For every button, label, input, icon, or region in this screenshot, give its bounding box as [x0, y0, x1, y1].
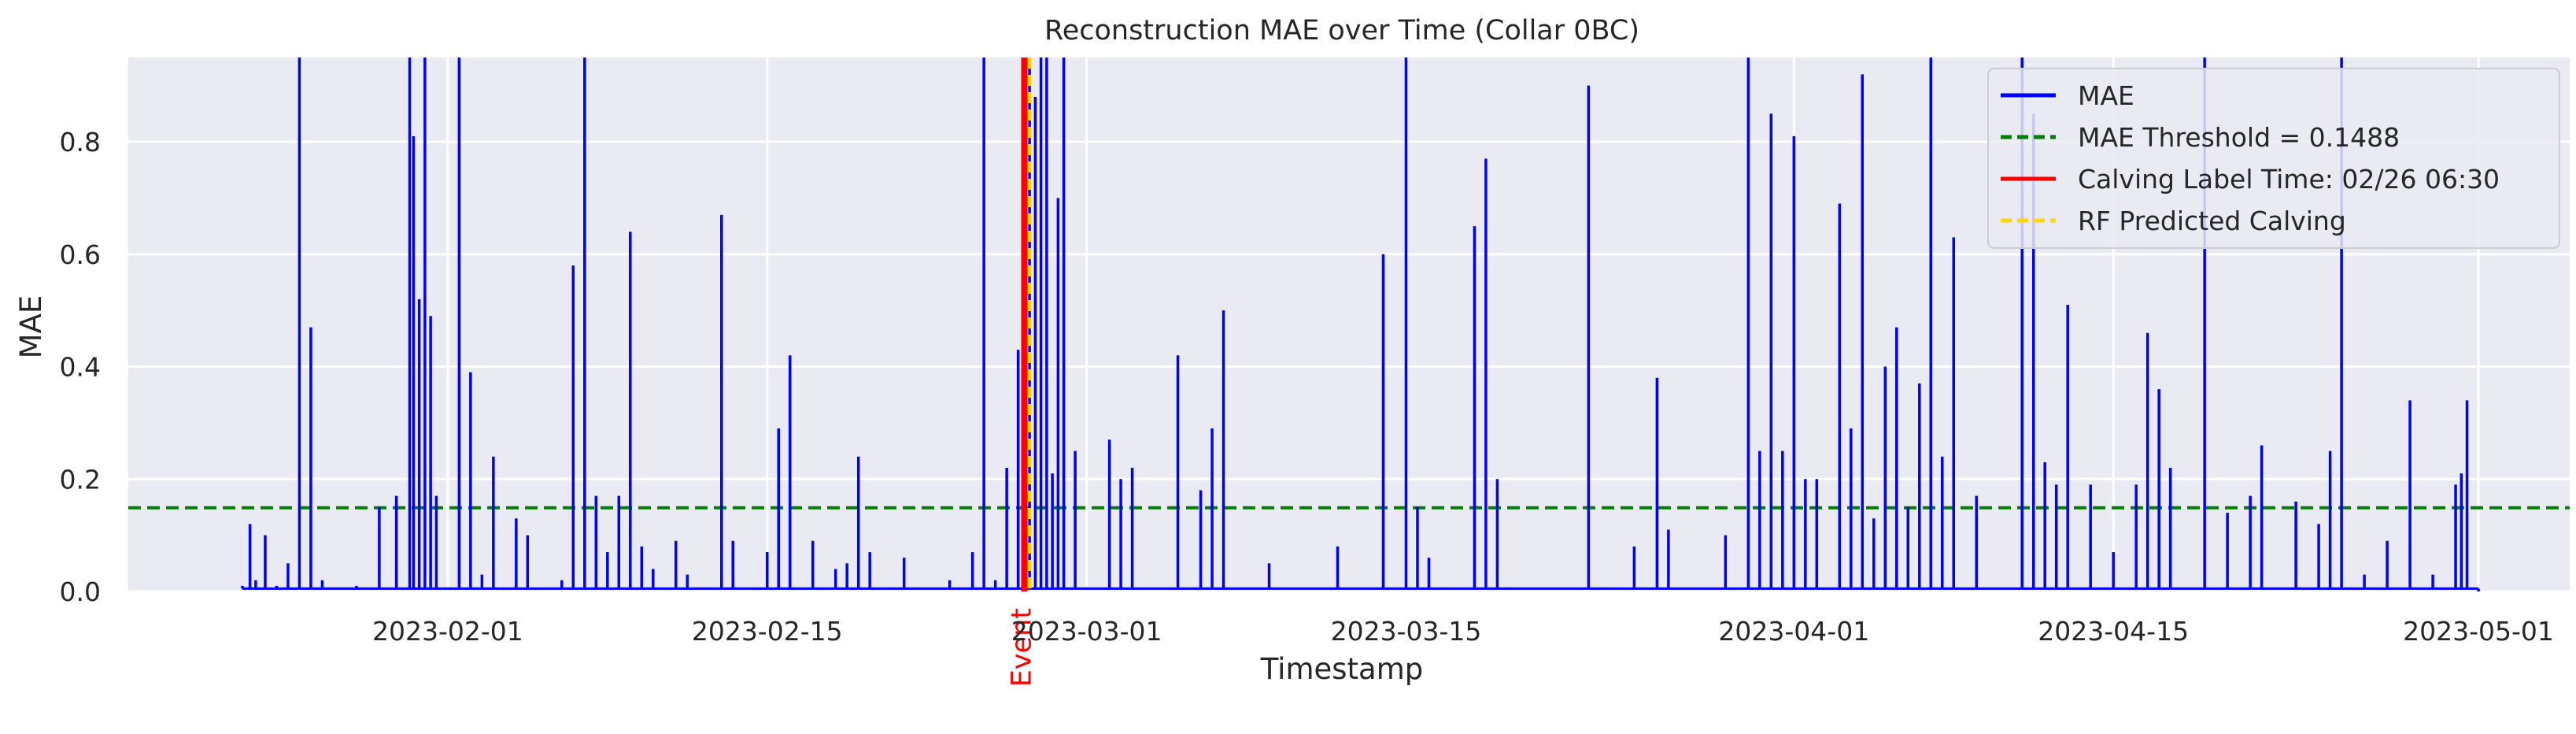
x-tick-label: 2023-02-01 [372, 616, 523, 647]
legend-label: RF Predicted Calving [2078, 206, 2346, 236]
y-tick-label: 0.0 [60, 576, 101, 607]
chart-title: Reconstruction MAE over Time (Collar 0BC… [1044, 15, 1639, 46]
x-axis-label: Timestamp [1260, 652, 1424, 686]
y-tick-label: 0.6 [60, 239, 101, 270]
x-tick-label: 2023-02-15 [692, 616, 843, 647]
legend: MAE MAE Threshold = 0.1488 Calving Label T… [1987, 68, 2560, 249]
legend-label: MAE [2078, 80, 2134, 111]
legend-label: MAE Threshold = 0.1488 [2078, 122, 2400, 153]
x-tick-label: 2023-04-01 [1718, 616, 1869, 647]
event-annotation: Event [1006, 608, 1037, 687]
legend-label: Calving Label Time: 02/26 06:30 [2078, 164, 2500, 195]
event-layer: Event [1006, 57, 1037, 687]
legend-box [1987, 68, 2560, 249]
x-tick-label: 2023-04-15 [2038, 616, 2189, 647]
y-tick-label: 0.8 [60, 127, 101, 158]
y-tick-label: 0.2 [60, 464, 101, 495]
x-tick-label: 2023-03-15 [1331, 616, 1482, 647]
x-tick-label: 2023-03-01 [1011, 616, 1162, 647]
x-tick-label: 2023-05-01 [2403, 616, 2554, 647]
y-tick-label: 0.4 [60, 352, 101, 383]
y-axis-label: MAE [14, 295, 48, 359]
tick-labels: 2023-02-01 2023-02-15 2023-03-01 2023-03-15… [60, 127, 2554, 647]
